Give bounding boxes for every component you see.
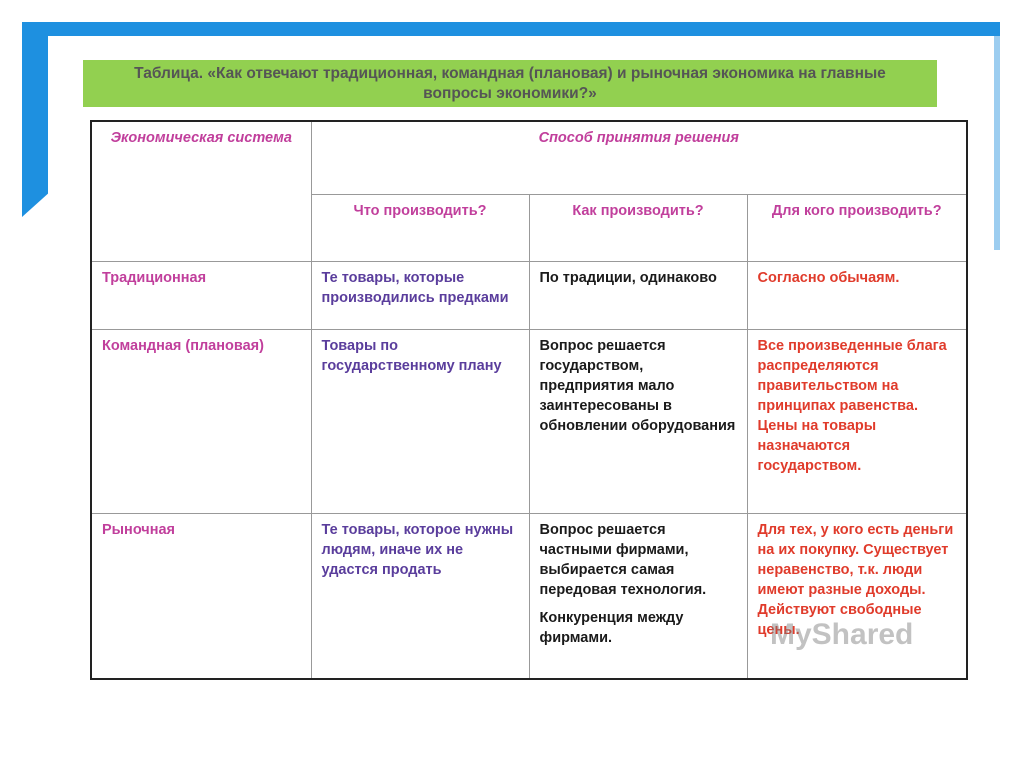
- header-cell: Экономическая система: [90, 120, 312, 262]
- cell-paragraph: Вопрос решается частными фирмами, выбира…: [539, 521, 707, 598]
- cell: Согласно обычаям.: [746, 260, 968, 330]
- header-cell: Способ принятия решения: [310, 120, 968, 195]
- frame-top: [22, 22, 1000, 36]
- row-label: Командная (плановая): [90, 328, 312, 514]
- header-cell: Для кого производить?: [746, 193, 968, 262]
- header-cell: Как производить?: [528, 193, 748, 262]
- cell: Товары по государственному плану: [310, 328, 530, 514]
- cell: Для тех, у кого есть деньги на их покупк…: [746, 512, 968, 680]
- cell: Вопрос решается государством, предприяти…: [528, 328, 748, 514]
- cell: По традиции, одинаково: [528, 260, 748, 330]
- cell: Те товары, которые производились предкам…: [310, 260, 530, 330]
- cell: Вопрос решается частными фирмами, выбира…: [528, 512, 748, 680]
- title: Таблица. «Как отвечают традиционная, ком…: [83, 60, 937, 107]
- frame-left: [22, 22, 48, 217]
- cell-paragraph: Конкуренция между фирмами.: [539, 609, 684, 646]
- frame-right: [994, 36, 1000, 250]
- header-cell: Что производить?: [310, 193, 530, 262]
- table: Экономическая система Способ принятия ре…: [90, 120, 969, 680]
- watermark: MyShared: [770, 618, 914, 651]
- row-label: Традиционная: [90, 260, 312, 330]
- cell: Все произведенные блага распределяются п…: [746, 328, 968, 514]
- row-label: Рыночная: [90, 512, 312, 680]
- cell: Те товары, которое нужны людям, иначе их…: [310, 512, 530, 680]
